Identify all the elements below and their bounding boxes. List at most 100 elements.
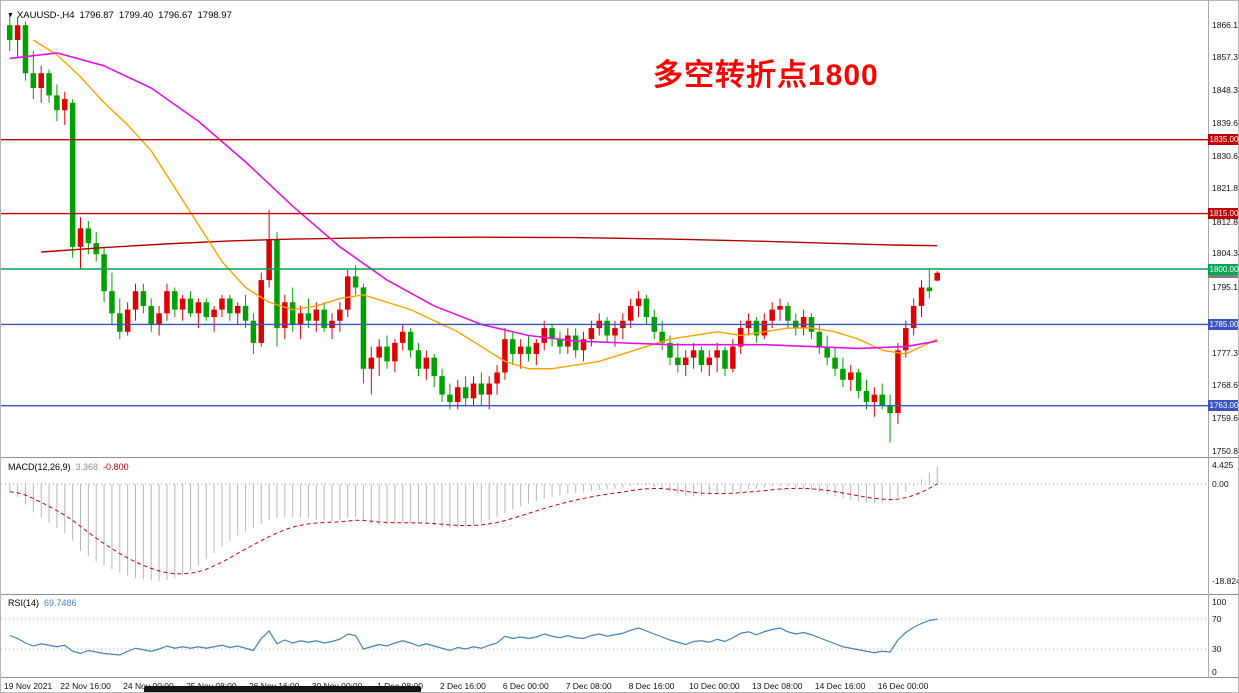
horizontal-scrollbar-thumb[interactable] bbox=[144, 686, 421, 692]
candle-body bbox=[682, 357, 689, 366]
candle-body bbox=[855, 372, 862, 391]
rsi-indicator-label: RSI(14) 69.7486 bbox=[8, 598, 77, 608]
candle-body bbox=[588, 328, 595, 340]
candle-body bbox=[85, 228, 92, 244]
candle-body bbox=[816, 331, 823, 347]
price-tick-label: 1821.85 bbox=[1212, 183, 1238, 194]
candle-body bbox=[376, 346, 382, 358]
candle-body bbox=[455, 387, 461, 402]
candle-body bbox=[38, 73, 44, 88]
ma-fast-line bbox=[32, 39, 938, 370]
price-line-badge: 1763.00 bbox=[1208, 400, 1239, 412]
candle-body bbox=[557, 339, 563, 347]
price-line-badge: 1815.00 bbox=[1208, 208, 1239, 220]
candle-body bbox=[737, 328, 744, 347]
time-axis-label: 2 Dec 16:00 bbox=[439, 681, 486, 691]
ohlc-close: 1798.97 bbox=[197, 10, 232, 21]
candle-body bbox=[879, 394, 885, 406]
symbol-dropdown-icon[interactable]: ▼ bbox=[7, 12, 14, 19]
candle-body bbox=[337, 309, 343, 321]
candle-body bbox=[289, 302, 296, 325]
candle-body bbox=[659, 331, 665, 343]
candle-body bbox=[698, 350, 705, 366]
time-axis-label: 10 Dec 00:00 bbox=[689, 681, 740, 691]
candle-body bbox=[439, 376, 445, 395]
candle-body bbox=[352, 276, 359, 288]
symbol-timeframe-label: XAUUSD-,H4 bbox=[16, 10, 75, 21]
candle-body bbox=[164, 291, 170, 314]
price-tick-label: 1830.60 bbox=[1212, 150, 1238, 161]
rsi-title: RSI(14) bbox=[8, 598, 40, 608]
candle-body bbox=[187, 298, 194, 314]
candle-body bbox=[172, 291, 178, 310]
candle-body bbox=[525, 346, 532, 354]
candle-body bbox=[69, 102, 76, 247]
candle-body bbox=[690, 350, 697, 358]
candle-body bbox=[423, 357, 430, 369]
candle-body bbox=[344, 276, 351, 310]
time-axis-label: 14 Dec 16:00 bbox=[814, 681, 866, 691]
time-axis-label: 6 Dec 00:00 bbox=[502, 681, 549, 691]
candle-body bbox=[541, 328, 547, 343]
candle-body bbox=[612, 328, 618, 336]
candle-body bbox=[360, 287, 367, 369]
candle-body bbox=[895, 350, 901, 414]
candle-body bbox=[7, 25, 13, 40]
candle-body bbox=[62, 99, 68, 111]
candle-body bbox=[502, 339, 508, 373]
price-tick-label: 1839.60 bbox=[1212, 117, 1238, 128]
candle-body bbox=[392, 342, 398, 362]
candle-body bbox=[494, 372, 500, 384]
macd-main-value: 3.368 bbox=[75, 462, 99, 472]
candle-body bbox=[109, 291, 115, 314]
candle-body bbox=[156, 313, 162, 325]
time-axis-label: 8 Dec 16:00 bbox=[628, 681, 675, 691]
time-axis-label: 16 Dec 00:00 bbox=[877, 681, 929, 691]
annotation-text[interactable]: 多空转折点1800 bbox=[653, 59, 879, 92]
candle-body bbox=[722, 350, 728, 369]
candle-body bbox=[447, 394, 453, 402]
candle-body bbox=[706, 357, 713, 366]
macd-axis-label: -18.824 bbox=[1212, 576, 1239, 587]
candle-body bbox=[321, 309, 327, 329]
candle-body bbox=[313, 309, 320, 321]
ohlc-open: 1796.87 bbox=[79, 10, 114, 21]
candle-body bbox=[840, 368, 846, 380]
price-tick-label: 1759.60 bbox=[1212, 413, 1238, 424]
candle-body bbox=[486, 383, 492, 395]
candle-body bbox=[667, 342, 673, 358]
candle-body bbox=[203, 302, 209, 318]
rsi-axis-label: 30 bbox=[1212, 644, 1222, 654]
candle-body bbox=[926, 287, 933, 292]
time-axis-label: 19 Nov 2021 bbox=[4, 681, 53, 691]
candle-body bbox=[431, 357, 437, 377]
candle-body bbox=[227, 298, 233, 314]
macd-title: MACD(12,26,9) bbox=[8, 462, 71, 472]
macd-axis-label: 0.00 bbox=[1212, 479, 1229, 489]
candle-body bbox=[753, 320, 760, 336]
candle-body bbox=[297, 313, 304, 325]
candle-body bbox=[101, 254, 107, 292]
candle-body bbox=[887, 405, 893, 414]
candle-body bbox=[565, 335, 571, 347]
candle-body bbox=[714, 350, 720, 358]
chart-header: ▼ XAUUSD-,H4 1796.87 1799.40 1796.67 1798.97 bbox=[7, 10, 232, 21]
candle-body bbox=[478, 383, 485, 395]
candle-body bbox=[266, 239, 272, 281]
time-axis-label: 13 Dec 08:00 bbox=[751, 681, 803, 691]
macd-axis-label: 4.425 bbox=[1212, 460, 1234, 470]
price-tick-label: 1848.35 bbox=[1212, 85, 1238, 96]
candle-body bbox=[22, 25, 29, 74]
candle-body bbox=[400, 331, 406, 343]
candle-body bbox=[407, 331, 414, 351]
rsi-line bbox=[9, 618, 938, 656]
price-line-badge: 1835.00 bbox=[1208, 134, 1239, 146]
candle-body bbox=[242, 305, 249, 321]
candle-body bbox=[517, 346, 524, 354]
candle-body bbox=[124, 309, 131, 332]
candle-body bbox=[415, 350, 422, 369]
candle-body bbox=[77, 228, 84, 247]
price-tick-label: 1768.60 bbox=[1212, 379, 1238, 390]
